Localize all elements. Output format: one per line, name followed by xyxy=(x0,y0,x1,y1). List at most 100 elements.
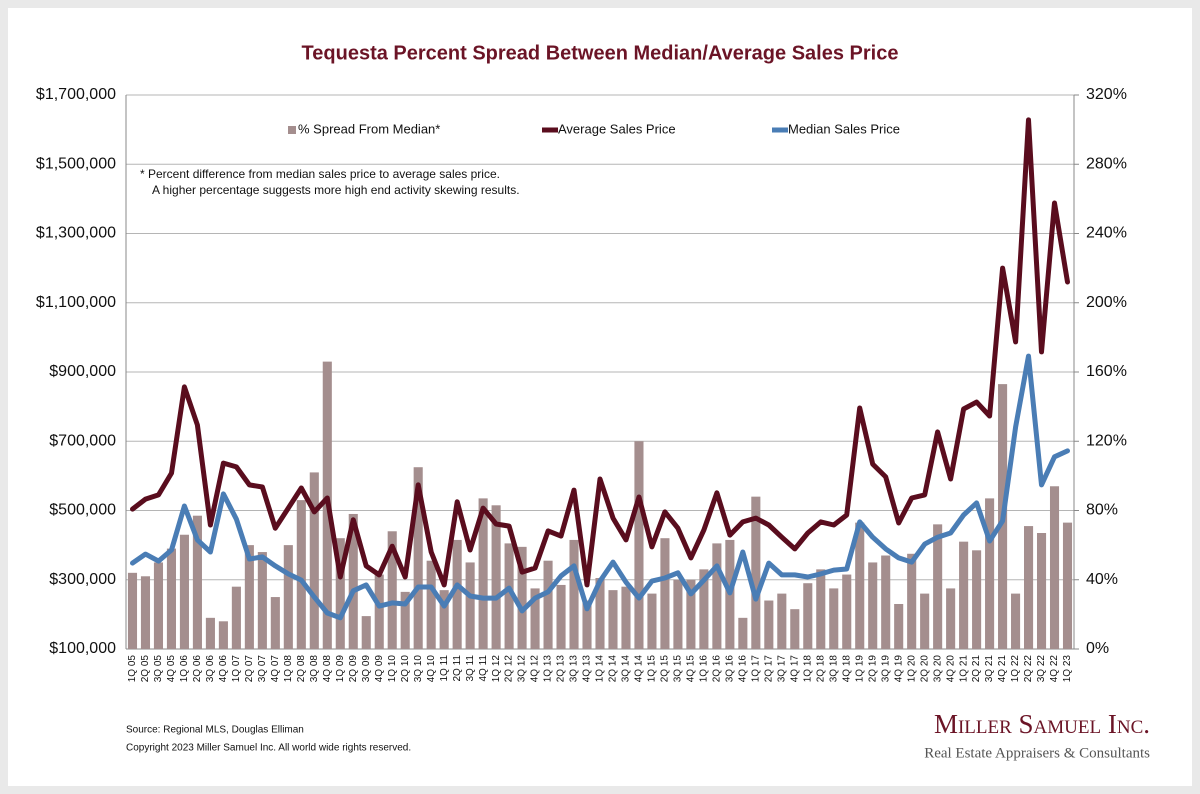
chart-title: Tequesta Percent Spread Between Median/A… xyxy=(302,42,899,64)
y-tick-label: $1,300,000 xyxy=(36,225,116,242)
bar xyxy=(361,616,371,649)
bar xyxy=(257,552,267,649)
x-tick-label: 1Q 23 xyxy=(1062,655,1073,683)
line xyxy=(130,353,1070,621)
x-tick-label: 2Q 14 xyxy=(608,655,619,683)
x-tick-label: 1Q 13 xyxy=(543,655,554,683)
x-tick-label: 4Q 19 xyxy=(893,655,904,683)
y-tick-label: $100,000 xyxy=(49,640,116,657)
bar xyxy=(608,590,618,649)
y2-tick-label: 0% xyxy=(1086,640,1109,657)
x-tick-label: 4Q 12 xyxy=(530,655,541,683)
bar xyxy=(881,555,891,649)
bar xyxy=(270,597,280,649)
bar xyxy=(894,603,904,649)
x-tick-label: 4Q 09 xyxy=(374,655,385,683)
x-tick-label: 1Q 12 xyxy=(491,655,502,683)
x-tick-label: 1Q 17 xyxy=(750,655,761,683)
copyright: Copyright 2023 Miller Samuel Inc. All wo… xyxy=(126,743,411,754)
x-tick-label: 4Q 17 xyxy=(789,655,800,683)
x-tick-label: 3Q 13 xyxy=(569,655,580,683)
y2-tick-label: 280% xyxy=(1086,155,1127,172)
x-tick-label: 1Q 16 xyxy=(699,655,710,683)
x-tick-label: 4Q 22 xyxy=(1049,655,1060,683)
x-tick-label: 3Q 15 xyxy=(673,655,684,683)
bar xyxy=(803,583,813,649)
x-tick-label: 1Q 08 xyxy=(283,655,294,683)
x-tick-label: 2Q 08 xyxy=(296,655,307,683)
x-tick-label: 4Q 11 xyxy=(478,655,489,682)
x-tick-label: 3Q 22 xyxy=(1036,655,1047,683)
x-tick-label: 2Q 20 xyxy=(919,655,930,683)
x-tick-label: 1Q 14 xyxy=(595,655,606,683)
bar xyxy=(491,505,501,649)
y2-tick-label: 160% xyxy=(1086,363,1127,380)
bar xyxy=(985,498,995,649)
y2-tick-label: 80% xyxy=(1086,502,1118,519)
x-tick-label: 2Q 07 xyxy=(244,655,255,683)
bar xyxy=(296,500,306,649)
y-tick-label: $300,000 xyxy=(49,571,116,588)
x-tick-label: 3Q 06 xyxy=(205,655,216,683)
bar xyxy=(1062,522,1073,649)
x-tick-label: 1Q 07 xyxy=(231,655,242,683)
bar xyxy=(179,534,189,649)
bar xyxy=(647,593,657,649)
annotation: * Percent difference from median sales p… xyxy=(140,167,500,181)
x-tick-label: 2Q 22 xyxy=(1023,655,1034,683)
bar xyxy=(543,560,553,649)
bar xyxy=(699,569,709,649)
legend-label: Average Sales Price xyxy=(558,121,676,136)
x-tick-label: 2Q 09 xyxy=(348,655,359,683)
bar xyxy=(751,496,761,649)
x-tick-label: 4Q 18 xyxy=(841,655,852,683)
x-tick-label: 4Q 06 xyxy=(218,655,229,683)
bar xyxy=(673,579,683,649)
x-tick-label: 1Q 22 xyxy=(1010,655,1021,683)
y-tick-label: $500,000 xyxy=(49,502,116,519)
annotation: A higher percentage suggests more high e… xyxy=(152,183,520,197)
y-tick-label: $900,000 xyxy=(49,363,116,380)
bar xyxy=(244,545,254,649)
y-tick-label: $700,000 xyxy=(49,432,116,449)
line xyxy=(130,117,1070,588)
bar xyxy=(335,538,345,649)
bar xyxy=(439,590,449,649)
bar xyxy=(946,588,956,649)
bar xyxy=(829,588,839,649)
x-tick-label: 4Q 07 xyxy=(270,655,281,683)
x-tick-label: 2Q 19 xyxy=(867,655,878,683)
bar xyxy=(374,574,384,649)
legend-label: % Spread From Median* xyxy=(298,121,440,136)
bar xyxy=(465,562,475,649)
bar xyxy=(517,546,527,649)
x-tick-label: 2Q 17 xyxy=(763,655,774,683)
x-tick-label: 3Q 21 xyxy=(984,655,995,683)
bar xyxy=(205,617,215,649)
bar xyxy=(556,584,566,649)
x-tick-label: 2Q 11 xyxy=(452,655,463,682)
bar xyxy=(530,588,540,649)
x-tick-label: 4Q 14 xyxy=(634,655,645,683)
x-tick-label: 4Q 16 xyxy=(737,655,748,683)
bar xyxy=(1024,526,1034,649)
bar xyxy=(504,543,514,649)
bar xyxy=(1036,533,1047,649)
bar xyxy=(582,600,592,649)
y2-tick-label: 240% xyxy=(1086,225,1127,242)
bar xyxy=(686,579,696,649)
bar xyxy=(348,513,358,649)
bar xyxy=(712,543,722,649)
legend-label: Median Sales Price xyxy=(788,121,900,136)
y2-tick-label: 120% xyxy=(1086,432,1127,449)
y-tick-label: $1,500,000 xyxy=(36,155,116,172)
logo: Miller Samuel Inc. xyxy=(934,709,1150,739)
bar xyxy=(400,591,410,649)
bar xyxy=(595,578,605,649)
bar xyxy=(309,472,319,649)
bar xyxy=(660,538,670,649)
bar xyxy=(140,576,151,649)
bar xyxy=(842,574,852,649)
bar xyxy=(621,586,631,649)
